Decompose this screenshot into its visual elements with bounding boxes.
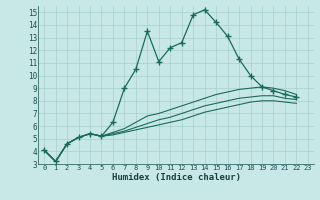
X-axis label: Humidex (Indice chaleur): Humidex (Indice chaleur) (111, 173, 241, 182)
